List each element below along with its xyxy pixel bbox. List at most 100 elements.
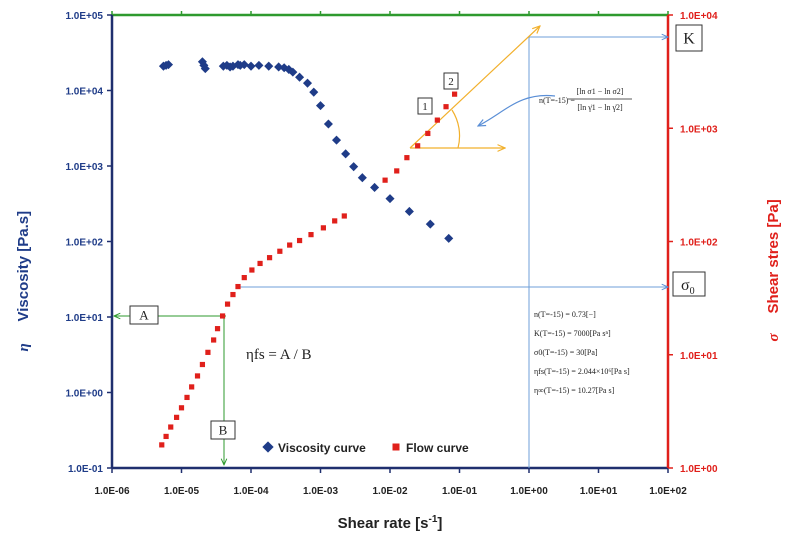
parameter-line: η∞(T=-15) = 10.27[Pa s] (534, 386, 615, 395)
viscosity-point (315, 101, 326, 111)
left-tick-label: 1.0E-01 (68, 464, 103, 475)
left-tick-label: 1.0E+00 (65, 389, 103, 400)
flow-point (168, 424, 174, 430)
flow-point (178, 405, 185, 411)
legend-flow-label: Flow curve (406, 441, 469, 455)
viscosity-point (163, 60, 174, 70)
flow-point (434, 117, 440, 123)
flow-point (394, 168, 400, 174)
x-tick-label: 1.0E-01 (442, 486, 477, 497)
slope-pointer-arrow (478, 94, 556, 126)
flow-point (205, 349, 211, 355)
viscosity-point (404, 206, 414, 216)
left-y-axis-label: η Viscosity [Pa.s] (15, 211, 32, 352)
parameter-line: ηfs(T=-15) = 2.044×10⁶[Pa s] (534, 367, 630, 376)
parameter-line: n(T=-15) = 0.73[−] (534, 310, 596, 319)
flow-point (266, 255, 273, 261)
annotation-sigma0-label: σ0 (681, 277, 695, 297)
left-y-axis-text: Viscosity [Pa.s] (15, 211, 32, 322)
left-y-axis-symbol: η (16, 343, 32, 351)
flow-point (249, 267, 255, 273)
annotation-2-label: 2 (448, 76, 454, 88)
flow-point (415, 143, 421, 149)
viscosity-point (349, 162, 359, 172)
flow-point (308, 232, 314, 238)
annotation-sigma0-box (672, 271, 706, 297)
flow-point (173, 414, 180, 420)
annotation-a-box (129, 305, 159, 325)
parameter-line: σ0(T=-15) = 30[Pa] (534, 348, 598, 357)
data-marks (158, 57, 458, 448)
flow-point (214, 326, 221, 332)
viscosity-point (341, 149, 351, 159)
right-y-axis-symbol: σ (766, 333, 782, 342)
left-tick-label: 1.0E+01 (65, 313, 103, 324)
viscosity-point (385, 194, 395, 204)
slope-line-arrow (409, 26, 540, 149)
slope-formula-numerator: [ln σ1 − ln σ2] (577, 87, 624, 96)
x-tick-label: 1.0E-05 (164, 486, 199, 497)
annotation-b-label: B (219, 423, 228, 438)
viscosity-point (357, 173, 367, 183)
flow-point (199, 361, 206, 368)
flow-point (277, 248, 283, 254)
x-tick-label: 1.0E-04 (233, 486, 268, 497)
right-tick-label: 1.0E+01 (680, 351, 718, 362)
annotation-1-box (417, 97, 433, 115)
flow-point (451, 91, 458, 97)
viscosity-point (239, 60, 249, 70)
left-tick-label: 1.0E+02 (65, 238, 103, 249)
x-tick-label: 1.0E-03 (303, 486, 338, 497)
right-tick-label: 1.0E+02 (680, 238, 718, 249)
left-tick-label: 1.0E+04 (65, 87, 103, 98)
annotation-2-box (443, 72, 459, 90)
flow-point (320, 225, 326, 231)
flow-point (159, 442, 165, 448)
tick-labels: 1.0E-06 1.0E-05 1.0E-04 1.0E-03 1.0E-02 1.0E-… (15, 11, 782, 532)
flow-point (287, 242, 293, 248)
annotations: A B Kσ0 1 2 ηfs = A / B n(T=-15) =[ln σ1 − ln … (129, 24, 706, 455)
slope-formula-lhs: n(T=-15) = (539, 96, 575, 105)
annotation-a-label: A (139, 308, 149, 323)
viscosity-point (331, 135, 342, 145)
right-tick-label: 1.0E+03 (680, 124, 718, 135)
right-tick-label: 1.0E+04 (680, 11, 718, 22)
flow-point (184, 394, 190, 401)
flow-point (443, 104, 449, 110)
annotation-k-box (675, 24, 703, 52)
right-y-axis-text: Shear stres [Pa] (765, 199, 782, 313)
annotation-1-label: 1 (422, 101, 428, 113)
viscosity-point (302, 78, 313, 88)
flow-point (230, 291, 236, 298)
flow-point (332, 218, 338, 224)
flow-point (341, 213, 347, 219)
flow-point (194, 373, 201, 379)
flow-point (219, 313, 226, 319)
legend-viscosity-marker (262, 441, 274, 453)
parameter-line: K(T=-15) = 7000[Pa sⁿ] (534, 329, 611, 338)
left-tick-label: 1.0E+03 (65, 162, 103, 173)
flow-point (211, 337, 217, 343)
viscosity-point (264, 61, 274, 71)
viscosity-point (425, 219, 435, 229)
x-axis-label: Shear rate [s-1] (338, 514, 443, 532)
flow-point (224, 301, 231, 307)
guide-lines (114, 26, 668, 468)
flow-point (404, 155, 410, 161)
viscosity-point (246, 61, 256, 71)
viscosity-point (200, 64, 210, 74)
x-tick-label: 1.0E+01 (580, 486, 618, 497)
viscosity-point (444, 233, 454, 243)
viscosity-point (288, 67, 298, 77)
flow-point (163, 433, 169, 440)
x-tick-label: 1.0E+00 (510, 486, 548, 497)
viscosity-point (254, 60, 264, 70)
viscosity-point (295, 72, 305, 82)
annotation-b-box (210, 420, 236, 440)
legend-viscosity-label: Viscosity curve (278, 441, 366, 455)
angle-arc (451, 109, 461, 149)
right-tick-label: 1.0E+00 (680, 464, 718, 475)
viscosity-point (309, 87, 319, 97)
x-tick-label: 1.0E-06 (94, 486, 129, 497)
